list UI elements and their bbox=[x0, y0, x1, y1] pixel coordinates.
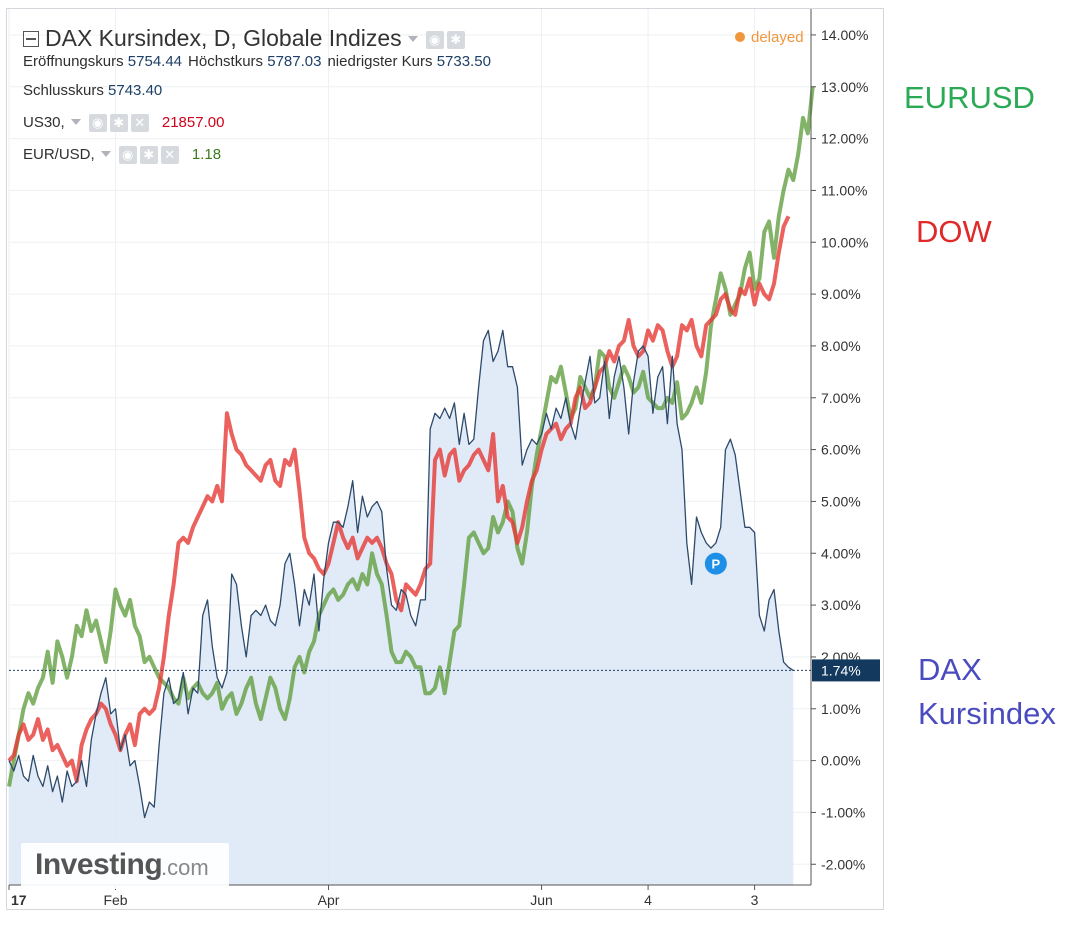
chevron-down-icon[interactable] bbox=[100, 151, 111, 158]
eye-icon[interactable]: ◉ bbox=[425, 30, 444, 49]
series-line-eurusd bbox=[7, 86, 815, 787]
y-tick-label: 7.00% bbox=[821, 390, 861, 406]
collapse-icon[interactable] bbox=[23, 31, 39, 47]
last-value-label: 1.74% bbox=[821, 662, 861, 678]
series-line-dax bbox=[8, 329, 794, 819]
x-tick-label: 3 bbox=[751, 892, 759, 908]
close-icon[interactable]: ✕ bbox=[160, 146, 179, 165]
open-label: Eröffnungskurs bbox=[23, 53, 124, 70]
low-value: 5733.50 bbox=[436, 53, 491, 70]
compare-row-eurusd[interactable]: EUR/USD, ◉ ✱ ✕ 1.18 bbox=[23, 146, 222, 165]
close-value: 5743.40 bbox=[108, 82, 163, 99]
y-tick-label: 1.00% bbox=[821, 701, 861, 717]
gear-icon[interactable]: ✱ bbox=[109, 114, 128, 133]
gear-icon[interactable]: ✱ bbox=[139, 146, 158, 165]
y-tick-label: 5.00% bbox=[821, 493, 861, 509]
gear-icon[interactable]: ✱ bbox=[446, 30, 465, 49]
delayed-label: delayed bbox=[751, 29, 804, 46]
chart-panel: 14.00% 13.00% 12.00% 11.00% 10.00% 9.00% 8.00%… bbox=[6, 8, 884, 910]
y-tick-label: 11.00% bbox=[821, 182, 867, 198]
x-tick-label: 17 bbox=[11, 892, 27, 908]
ohlc-row: Eröffnungskurs 5754.44 Höchstkurs 5787.03… bbox=[23, 53, 497, 70]
high-label: Höchstkurs bbox=[188, 53, 264, 70]
y-tick-label: -1.00% bbox=[821, 804, 865, 820]
annotation-eurusd: EURUSD bbox=[904, 80, 1035, 115]
last-value-badge bbox=[812, 659, 880, 682]
eye-icon[interactable]: ◉ bbox=[88, 114, 107, 133]
y-tick-label: 12.00% bbox=[821, 131, 868, 147]
close-row: Schlusskurs 5743.40 bbox=[23, 82, 168, 99]
high-value: 5787.03 bbox=[267, 53, 322, 70]
open-value: 5754.44 bbox=[127, 53, 183, 70]
event-marker bbox=[704, 552, 727, 575]
chevron-down-icon[interactable] bbox=[407, 35, 418, 42]
x-tick-label: Jun bbox=[530, 892, 553, 908]
close-icon[interactable]: ✕ bbox=[130, 114, 149, 133]
y-tick-label: 13.00% bbox=[821, 79, 868, 95]
logo-text: Investing bbox=[35, 848, 163, 881]
y-tick-label: 3.00% bbox=[821, 597, 861, 613]
series-line-us30 bbox=[7, 215, 791, 784]
chevron-down-icon[interactable] bbox=[70, 119, 81, 126]
compare-symbol: EUR/USD, bbox=[23, 146, 95, 163]
chart-title: DAX Kursindex, D, Globale Indizes bbox=[45, 25, 402, 51]
y-tick-label: 0.00% bbox=[821, 753, 861, 769]
compare-value: 21857.00 bbox=[161, 114, 225, 131]
y-tick-label: 8.00% bbox=[821, 338, 861, 354]
y-tick-label: 9.00% bbox=[821, 286, 861, 302]
annotation-dax-line2: Kursindex bbox=[918, 696, 1056, 731]
annotation-dax-line1: DAX bbox=[918, 652, 982, 687]
compare-value: 1.18 bbox=[191, 146, 222, 163]
x-tick-label: 4 bbox=[644, 892, 652, 908]
x-tick-label: Feb bbox=[103, 892, 127, 908]
eye-icon[interactable]: ◉ bbox=[118, 146, 137, 165]
y-tick-label: -2.00% bbox=[821, 856, 865, 872]
investing-logo: Investing .com bbox=[21, 843, 229, 889]
low-label: niedrigster Kurs bbox=[327, 53, 433, 70]
event-marker-label: P bbox=[712, 557, 721, 572]
status-dot-icon bbox=[735, 32, 745, 43]
compare-row-us30[interactable]: US30, ◉ ✱ ✕ 21857.00 bbox=[23, 114, 225, 133]
y-tick-label: 4.00% bbox=[821, 545, 861, 561]
chart-title-row: DAX Kursindex, D, Globale Indizes ◉ ✱ bbox=[23, 25, 468, 52]
y-tick-label: 6.00% bbox=[821, 442, 861, 458]
compare-symbol: US30, bbox=[23, 114, 65, 131]
annotation-dow: DOW bbox=[916, 214, 992, 249]
close-label: Schlusskurs bbox=[23, 82, 104, 99]
chart-canvas: 14.00% 13.00% 12.00% 11.00% 10.00% 9.00% 8.00%… bbox=[7, 9, 880, 908]
y-tick-label: 10.00% bbox=[821, 234, 868, 250]
x-tick-label: Apr bbox=[318, 892, 340, 908]
logo-suffix: .com bbox=[161, 855, 209, 880]
y-tick-label: 14.00% bbox=[821, 27, 868, 43]
delayed-badge: delayed bbox=[735, 29, 804, 46]
